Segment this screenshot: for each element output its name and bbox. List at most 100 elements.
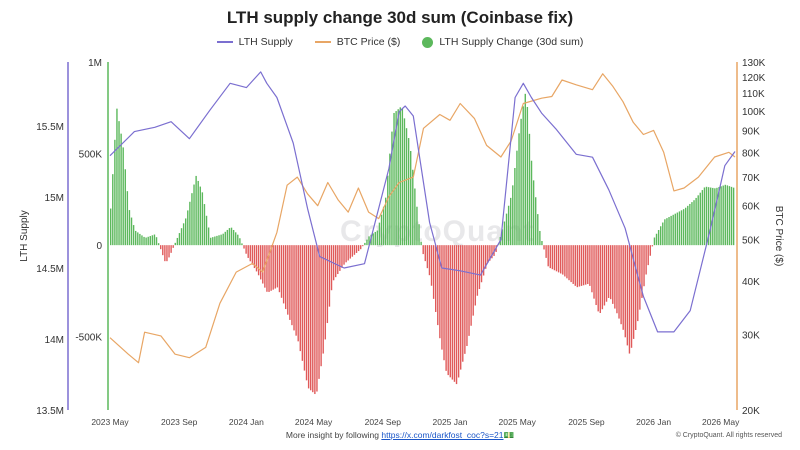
legend-line-icon [216,41,233,43]
change-bar [216,235,218,246]
change-bar [301,245,304,361]
change-bar [512,185,514,246]
change-bar [160,245,162,250]
change-bar [382,206,385,246]
change-bar [207,227,210,246]
change-bar [199,186,201,246]
change-bar [201,192,204,246]
x-tick-label: 2025 Jan [433,417,468,427]
footer-link[interactable]: https://x.com/darkfost_coc?s=21 [381,430,504,440]
change-bar [566,245,568,279]
change-bar [545,245,547,258]
change-bar [230,227,233,246]
change-bar [343,245,345,265]
change-bar [353,245,356,255]
change-bar [407,138,410,246]
change-bar [657,230,660,246]
change-bar [176,237,179,246]
change-bar [472,245,474,316]
change-bar [172,245,174,248]
change-bar [703,187,706,246]
change-bar [662,222,664,246]
change-bar [226,229,229,246]
change-bar [514,168,516,246]
change-bar [372,233,374,246]
x-tick-label: 2026 Jan [636,417,671,427]
change-bar [612,245,614,304]
change-bar [285,245,287,310]
btc-price-tick-label: 90K [742,126,760,137]
legend-item-btc-price[interactable]: BTC Price ($) [314,36,400,48]
change-bar [351,245,354,257]
change-bar [303,245,306,371]
change-bar [287,245,289,315]
change-bar [462,245,464,362]
change-bar [168,245,170,258]
btc-price-tick-label: 60K [742,202,760,213]
change-bar [170,245,172,253]
x-tick-label: 2026 May [702,417,740,427]
legend-item-lth-change[interactable]: LTH Supply Change (30d sum) [422,36,583,48]
change-bar [430,245,433,286]
change-bar [393,112,395,246]
change-bar [549,245,551,269]
copyright: © CryptoQuant. All rights reserved [675,432,782,439]
change-bar [218,235,220,246]
change-bar [380,214,383,246]
change-bar [449,245,451,378]
legend-item-lth-supply[interactable]: LTH Supply [216,36,293,48]
change-bar [655,233,658,246]
change-bar [174,242,176,246]
change-bar [603,245,606,306]
btc-price-tick-label: 30K [742,331,760,342]
change-bar [689,203,691,246]
change-bar [732,187,735,246]
change-bar [639,245,641,310]
change-bar [228,228,231,246]
change-bar [489,245,491,261]
change-bar [341,245,343,268]
x-tick-label: 2024 Jan [229,417,264,427]
change-bar [476,245,479,296]
change-bar [189,201,191,246]
change-bar [626,245,629,346]
change-bar [539,230,541,246]
change-bar [595,245,597,306]
change-bar [126,191,129,246]
change-bar [114,139,116,246]
change-bar [710,187,712,246]
change-bar [649,245,651,256]
change-bar [726,185,729,246]
change-bar [541,241,543,246]
change-bar [553,245,556,271]
change-bar [297,245,299,342]
x-tick-label: 2025 May [499,417,537,427]
change-bar [589,245,591,286]
change-bar [510,197,512,246]
change-bar [185,218,187,246]
change-bar [399,107,401,246]
change-bar [214,236,216,246]
change-bar [647,245,649,266]
change-bar [643,245,645,287]
change-bar [628,245,631,354]
change-bar [362,245,364,247]
change-tick-label: 500K [79,150,103,161]
change-bar [622,245,624,330]
change-bar [530,160,533,246]
change-bar [672,214,674,246]
change-bar [632,245,635,339]
change-bar [432,245,435,299]
change-bar [243,245,245,249]
change-bar [414,188,416,246]
change-bar [110,208,112,246]
change-bar [426,245,429,269]
change-bar [282,245,285,304]
change-bar [274,245,276,289]
change-bar [339,245,341,271]
change-bar [278,245,281,293]
btc-price-tick-label: 50K [742,236,760,247]
change-bar [676,212,679,246]
change-bar [316,245,318,392]
